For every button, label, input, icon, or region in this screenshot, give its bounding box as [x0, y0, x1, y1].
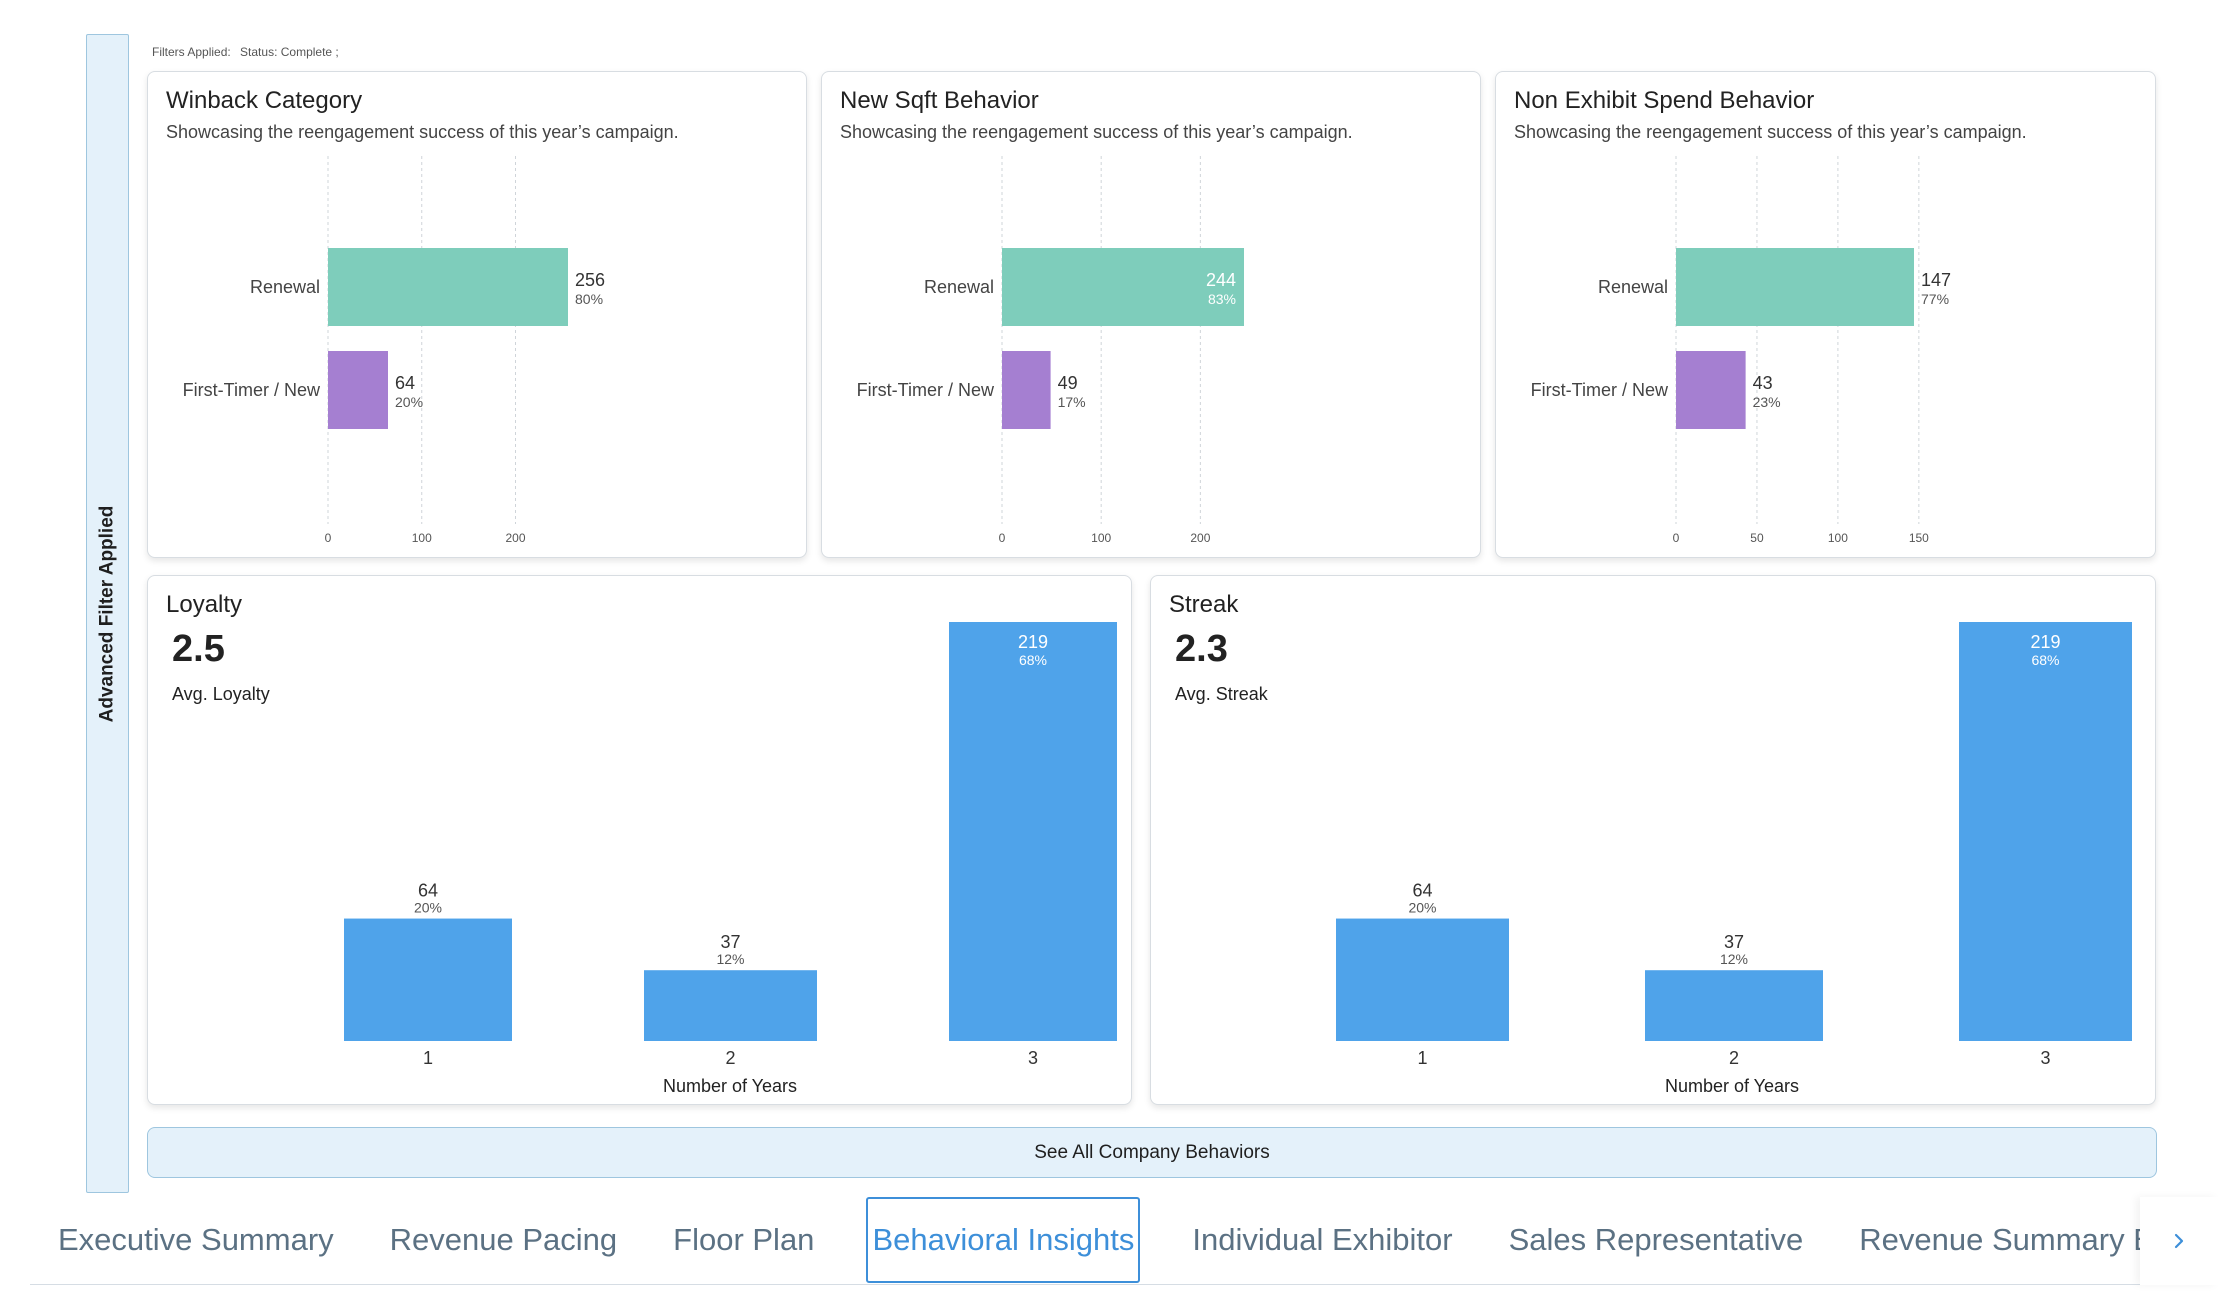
x-tick-label: 200 — [505, 531, 525, 545]
x-category-label: 2 — [725, 1048, 735, 1068]
tab-revenue-summary-breakdown[interactable]: Revenue Summary Breakdo — [1859, 1221, 2140, 1257]
card-title: Non Exhibit Spend Behavior — [1514, 87, 1815, 114]
x-category-label: 3 — [2040, 1048, 2050, 1068]
x-tick-label: 0 — [1673, 531, 1680, 545]
bar-renewal — [1002, 248, 1244, 326]
bar-percent-label: 23% — [1753, 394, 1781, 410]
new-sqft-behavior-card: New Sqft Behavior Showcasing the reengag… — [821, 71, 1481, 558]
winback-category-card: Winback Category Showcasing the reengage… — [147, 71, 807, 558]
bar-value-label: 147 — [1921, 270, 1951, 290]
bar-percent-label: 20% — [1408, 900, 1436, 916]
x-category-label: 1 — [1417, 1048, 1427, 1068]
bar-percent-label: 80% — [575, 291, 603, 307]
x-category-label: 3 — [1028, 1048, 1038, 1068]
bar-percent-label: 20% — [395, 394, 423, 410]
bar-year-2 — [1645, 970, 1823, 1041]
bar-first-timer — [1676, 351, 1746, 429]
x-tick-label: 0 — [999, 531, 1006, 545]
advanced-filter-panel[interactable]: Advanced Filter Applied — [86, 34, 129, 1193]
x-tick-label: 100 — [412, 531, 432, 545]
bar-year-2 — [644, 970, 817, 1041]
x-tick-label: 50 — [1750, 531, 1764, 545]
x-tick-label: 100 — [1828, 531, 1848, 545]
bar-percent-label: 68% — [1019, 652, 1047, 668]
bar-percent-label: 83% — [1208, 291, 1236, 307]
x-axis-title: Number of Years — [1665, 1076, 1799, 1096]
bar-percent-label: 68% — [2031, 652, 2059, 668]
y-category-label: Renewal — [250, 277, 320, 297]
x-tick-label: 100 — [1091, 531, 1111, 545]
card-subtitle: Showcasing the reengagement success of t… — [840, 122, 1353, 142]
bar-percent-label: 17% — [1058, 394, 1086, 410]
y-category-label: Renewal — [924, 277, 994, 297]
tab-sales-representative[interactable]: Sales Representative — [1508, 1221, 1804, 1257]
report-tabs: Executive Summary Revenue Pacing Floor P… — [30, 1195, 2140, 1285]
avg-streak-label: Avg. Streak — [1175, 684, 1268, 704]
filters-applied: Filters Applied: Status: Complete ; — [152, 45, 339, 59]
filters-applied-label: Filters Applied: — [152, 45, 231, 59]
x-tick-label: 150 — [1909, 531, 1929, 545]
x-category-label: 2 — [1729, 1048, 1739, 1068]
bar-year-1 — [1336, 918, 1509, 1041]
tab-individual-exhibitor[interactable]: Individual Exhibitor — [1192, 1221, 1453, 1257]
tab-floor-plan[interactable]: Floor Plan — [673, 1221, 815, 1257]
card-title: New Sqft Behavior — [840, 87, 1039, 114]
non-exhibit-spend-card: Non Exhibit Spend Behavior Showcasing th… — [1495, 71, 2156, 558]
tab-executive-summary[interactable]: Executive Summary — [58, 1221, 334, 1257]
bar-year-1 — [344, 918, 512, 1041]
streak-card: Streak 2.3 Avg. Streak 64 20% 1 37 12% 2 219 68… — [1150, 575, 2156, 1105]
bar-value-label: 64 — [1412, 881, 1432, 901]
y-category-label: Renewal — [1598, 277, 1668, 297]
loyalty-card: Loyalty 2.5 Avg. Loyalty 64 20% 1 37 12% 2 219… — [147, 575, 1132, 1105]
avg-loyalty-label: Avg. Loyalty — [172, 684, 270, 704]
bar-renewal — [328, 248, 568, 326]
bar-first-timer — [328, 351, 388, 429]
x-tick-label: 200 — [1190, 531, 1210, 545]
y-category-label: First-Timer / New — [1531, 380, 1669, 400]
card-subtitle: Showcasing the reengagement success of t… — [1514, 122, 2027, 142]
card-title: Winback Category — [166, 87, 363, 114]
bar-value-label: 244 — [1206, 270, 1236, 290]
bar-value-label: 64 — [418, 881, 438, 901]
bar-value-label: 37 — [720, 932, 740, 952]
avg-loyalty-value: 2.5 — [172, 628, 225, 670]
y-category-label: First-Timer / New — [183, 380, 321, 400]
card-subtitle: Showcasing the reengagement success of t… — [166, 122, 679, 142]
card-title: Loyalty — [166, 591, 243, 618]
x-axis-title: Number of Years — [663, 1076, 797, 1096]
card-title: Streak — [1169, 591, 1239, 618]
tab-revenue-pacing[interactable]: Revenue Pacing — [389, 1221, 618, 1257]
see-all-company-behaviors-button[interactable]: See All Company Behaviors — [147, 1127, 2157, 1178]
filters-applied-value: Status: Complete ; — [240, 45, 339, 59]
bar-percent-label: 77% — [1921, 291, 1949, 307]
bar-year-3 — [1959, 622, 2132, 1041]
avg-streak-value: 2.3 — [1175, 628, 1228, 670]
bar-value-label: 49 — [1058, 373, 1078, 393]
bar-renewal — [1676, 248, 1914, 326]
bar-value-label: 256 — [575, 270, 605, 290]
bar-value-label: 219 — [2030, 632, 2060, 652]
y-category-label: First-Timer / New — [857, 380, 995, 400]
tabs-next-button[interactable] — [2140, 1197, 2218, 1285]
bar-value-label: 43 — [1753, 373, 1773, 393]
bar-percent-label: 12% — [1720, 951, 1748, 967]
bar-value-label: 64 — [395, 373, 415, 393]
bar-first-timer — [1002, 351, 1051, 429]
x-category-label: 1 — [423, 1048, 433, 1068]
bar-value-label: 219 — [1018, 632, 1048, 652]
bar-percent-label: 20% — [414, 900, 442, 916]
x-tick-label: 0 — [325, 531, 332, 545]
bar-year-3 — [949, 622, 1117, 1041]
bar-value-label: 37 — [1724, 932, 1744, 952]
advanced-filter-label: Advanced Filter Applied — [96, 505, 118, 722]
bar-percent-label: 12% — [716, 951, 744, 967]
chevron-right-icon — [2174, 1233, 2184, 1249]
tab-behavioral-insights[interactable]: Behavioral Insights — [866, 1196, 1141, 1283]
